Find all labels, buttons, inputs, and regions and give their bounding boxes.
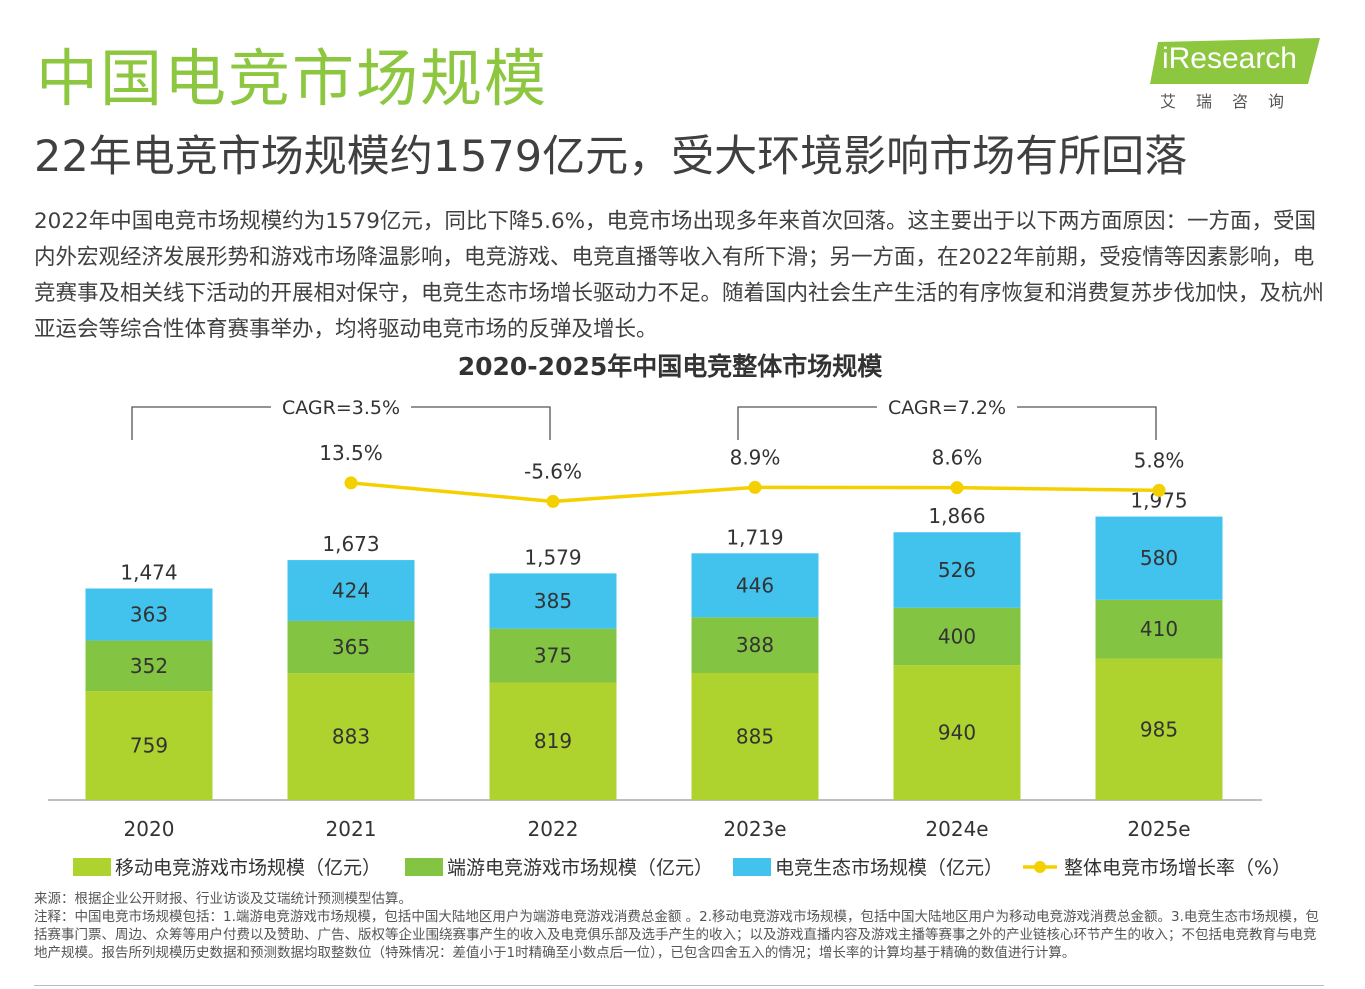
cagr-bracket-right — [411, 406, 551, 440]
bar-segment-3-2021 — [287, 560, 415, 621]
logo-banner-shape — [1149, 38, 1320, 84]
footer-notes: 来源：根据企业公开财报、行业访谈及艾瑞统计预测模型估算。 注释：中国电竞市场规模… — [34, 890, 1324, 962]
growth-point — [344, 476, 358, 490]
x-tick-label: 2024e — [925, 817, 988, 841]
x-tick-label: 2023e — [723, 817, 786, 841]
footer-divider — [34, 985, 1324, 986]
bar-value-label: 526 — [938, 558, 976, 582]
bar-value-label: 363 — [130, 603, 168, 627]
bar-segment-3-2024e — [893, 532, 1021, 608]
cagr-bracket-right — [1017, 406, 1157, 440]
iresearch-logo: iResearch 艾瑞咨询 — [1149, 38, 1320, 112]
bar-value-label: 424 — [332, 578, 370, 602]
total-label: 1,866 — [928, 504, 985, 528]
growth-label: 8.6% — [932, 446, 983, 470]
bar-value-label: 375 — [534, 644, 572, 668]
bar-value-label: 883 — [332, 725, 370, 749]
bar-value-label: 410 — [1140, 617, 1178, 641]
bar-value-label: 940 — [938, 721, 976, 745]
bar-value-label: 400 — [938, 624, 976, 648]
bar-value-label: 385 — [534, 589, 572, 613]
bar-value-label: 446 — [736, 573, 774, 597]
bar-segment-1-2025e — [1095, 658, 1223, 800]
page-title: 中国电竞市场规模 — [36, 42, 549, 115]
summary-paragraph: 2022年中国电竞市场规模约为1579亿元，同比下降5.6%，电竞市场出现多年来… — [34, 209, 1325, 342]
bar-segment-2-2024e — [893, 607, 1021, 666]
cagr-bracket-left — [737, 406, 877, 440]
legend-label: 移动电竞游戏市场规模（亿元） — [115, 857, 381, 879]
bar-value-label: 580 — [1140, 546, 1178, 570]
legend-line-marker — [1034, 861, 1046, 873]
page-subtitle: 22年电竞市场规模约1579亿元，受大环境影响市场有所回落 — [34, 132, 1188, 182]
growth-point — [950, 481, 964, 495]
annotation-note: 注释：中国电竞市场规模包括：1.端游电竞游戏市场规模，包括中国大陆地区用户为端游… — [34, 909, 1319, 961]
growth-label: -5.6% — [524, 459, 582, 483]
bar-segment-2-2021 — [287, 620, 415, 674]
x-tick-label: 2021 — [326, 817, 377, 841]
bar-segment-3-2025e — [1095, 516, 1223, 600]
x-tick-label: 2022 — [528, 817, 579, 841]
x-tick-label: 2025e — [1127, 817, 1190, 841]
bar-segment-3-2022 — [489, 573, 617, 629]
bar-segment-2-2022 — [489, 628, 617, 683]
bar-segment-2-2025e — [1095, 599, 1223, 659]
bar-segment-2-2020 — [85, 640, 213, 692]
bar-value-label: 365 — [332, 635, 370, 659]
growth-point — [1152, 483, 1166, 497]
growth-point — [546, 494, 560, 508]
source-note: 来源：根据企业公开财报、行业访谈及艾瑞统计预测模型估算。 — [34, 891, 412, 907]
bar-value-label: 985 — [1140, 717, 1178, 741]
bar-segment-1-2024e — [893, 665, 1021, 800]
market-size-chart: 2020-2025年中国电竞整体市场规模 759 352 363 1,474 2020 8… — [48, 352, 1291, 879]
growth-point — [748, 480, 762, 494]
legend-label: 整体电竞市场增长率（%） — [1064, 857, 1291, 879]
legend-label: 电竞生态市场规模（亿元） — [775, 857, 1003, 879]
bar-value-label: 388 — [736, 633, 774, 657]
bar-segment-3-2020 — [85, 588, 213, 641]
bar-value-label: 759 — [130, 734, 168, 758]
total-label: 1,579 — [524, 545, 581, 569]
bar-segment-2-2023e — [691, 617, 819, 674]
legend-swatch — [733, 858, 771, 876]
logo-text: iResearch — [1161, 42, 1297, 75]
total-label: 1,474 — [120, 560, 177, 584]
bar-segment-3-2023e — [691, 553, 819, 618]
bar-segment-1-2020 — [85, 691, 213, 800]
bar-segment-1-2022 — [489, 682, 617, 800]
legend-swatch — [73, 858, 111, 876]
growth-label: 13.5% — [319, 441, 383, 465]
total-label: 1,673 — [322, 532, 379, 556]
bar-segment-1-2023e — [691, 673, 819, 800]
bar-value-label: 819 — [534, 729, 572, 753]
logo-mark: iResearch — [1149, 38, 1320, 84]
chart-title: 2020-2025年中国电竞整体市场规模 — [458, 352, 884, 381]
legend-label: 端游电竞游戏市场规模（亿元） — [447, 857, 713, 879]
cagr-bracket-left — [131, 406, 271, 440]
x-tick-label: 2020 — [124, 817, 175, 841]
growth-label: 8.9% — [730, 445, 781, 469]
cagr-label: CAGR=7.2% — [888, 397, 1006, 419]
growth-label: 5.8% — [1134, 448, 1185, 472]
cagr-label: CAGR=3.5% — [282, 397, 400, 419]
legend-swatch — [405, 858, 443, 876]
bar-segment-1-2021 — [287, 673, 415, 800]
bar-value-label: 352 — [130, 654, 168, 678]
total-label: 1,719 — [726, 525, 783, 549]
logo-subtitle: 艾瑞咨询 — [1159, 92, 1304, 111]
bar-value-label: 885 — [736, 725, 774, 749]
